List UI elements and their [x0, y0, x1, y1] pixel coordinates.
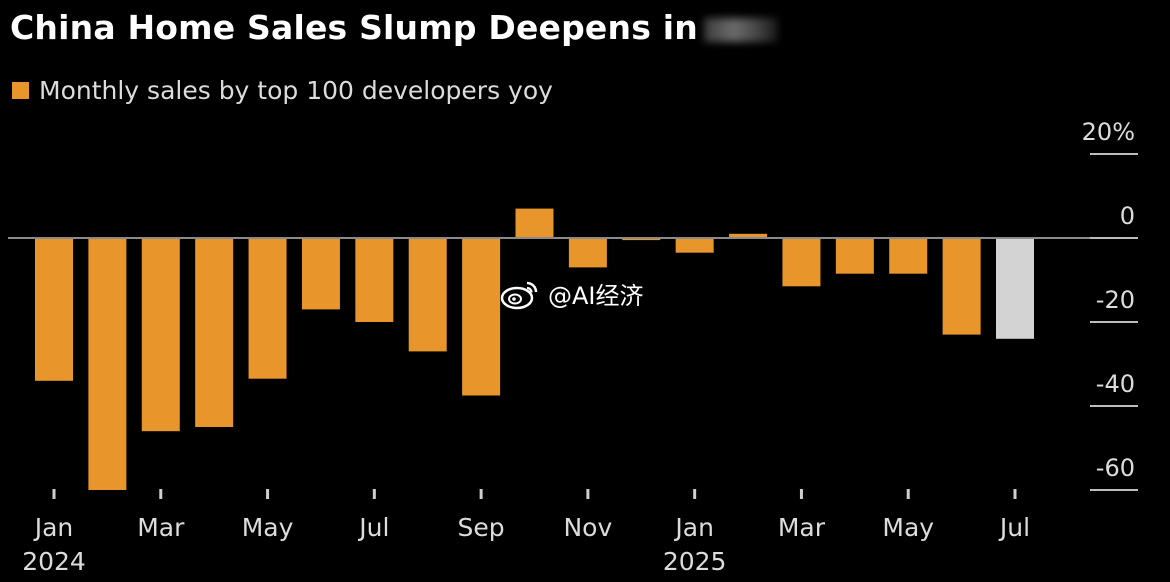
x-tick-label: Mar — [778, 513, 826, 542]
chart-title-text: China Home Sales Slump Deepens in — [10, 8, 698, 47]
x-tick-label: Jan — [673, 513, 714, 542]
y-tick-label: -40 — [1096, 370, 1135, 398]
x-tick-label: Jul — [998, 513, 1030, 542]
bar — [35, 238, 73, 381]
bar — [141, 238, 180, 432]
x-tick-year-label: 2025 — [663, 547, 727, 576]
bar — [996, 238, 1034, 339]
bar — [622, 238, 661, 241]
x-tick-label: May — [242, 513, 294, 542]
bar — [462, 238, 501, 396]
weibo-logo-icon — [500, 281, 538, 309]
legend-swatch — [12, 82, 29, 99]
chart-title: China Home Sales Slump Deepens in — [10, 8, 778, 47]
blurred-title-word — [703, 17, 778, 42]
legend-label: Monthly sales by top 100 developers yoy — [39, 76, 553, 105]
watermark-text: @AI经济 — [548, 282, 644, 310]
bar — [88, 238, 127, 490]
bar — [408, 238, 447, 352]
x-tick-label: Sep — [458, 513, 505, 542]
bar — [515, 208, 554, 238]
legend: Monthly sales by top 100 developers yoy — [12, 76, 553, 105]
bar — [568, 238, 607, 268]
y-tick-label: -20 — [1096, 286, 1135, 314]
bar — [942, 238, 981, 335]
bar — [782, 238, 821, 287]
x-tick-label: May — [882, 513, 934, 542]
bar — [301, 238, 340, 310]
bar — [835, 238, 874, 274]
bar — [675, 238, 714, 253]
x-tick-label: Jul — [357, 513, 389, 542]
bar — [195, 238, 234, 427]
x-tick-year-label: 2024 — [22, 547, 86, 576]
x-tick-label: Jan — [33, 513, 74, 542]
bar — [355, 238, 394, 322]
bar — [729, 233, 768, 238]
bar — [889, 238, 928, 274]
x-tick-label: Nov — [563, 513, 612, 542]
y-tick-label: 0 — [1120, 202, 1135, 230]
x-tick-label: Mar — [137, 513, 185, 542]
y-tick-label: -60 — [1096, 454, 1135, 482]
bar — [248, 238, 287, 379]
y-tick-label: 20% — [1082, 118, 1135, 146]
watermark: @AI经济 — [500, 276, 644, 311]
